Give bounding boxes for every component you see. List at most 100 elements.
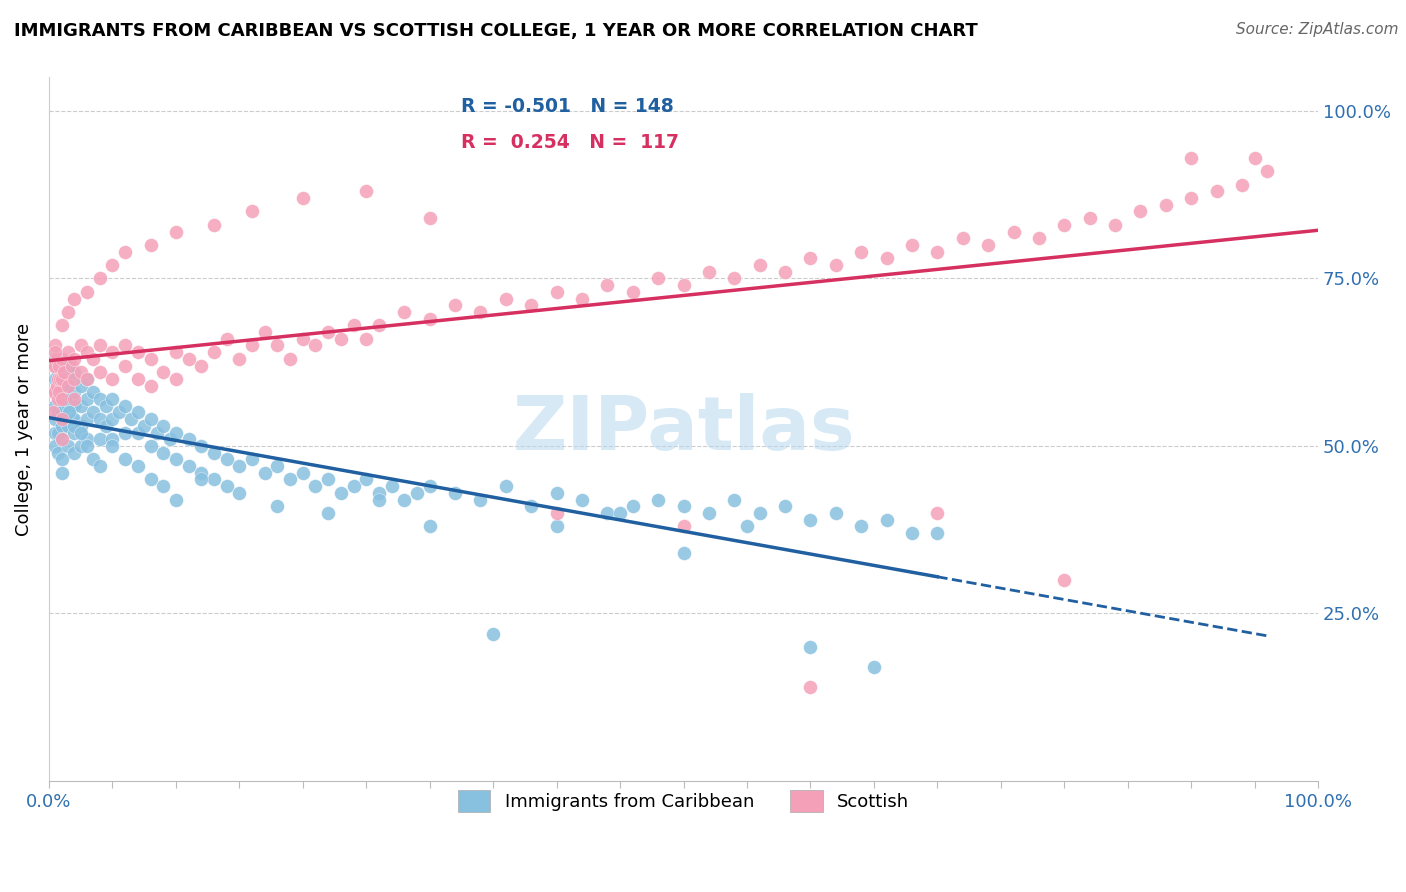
Point xyxy=(1256,164,1278,178)
Point xyxy=(672,500,695,514)
Point xyxy=(45,351,67,366)
Text: IMMIGRANTS FROM CARIBBEAN VS SCOTTISH COLLEGE, 1 YEAR OR MORE CORRELATION CHART: IMMIGRANTS FROM CARIBBEAN VS SCOTTISH CO… xyxy=(14,22,977,40)
Point xyxy=(1078,211,1101,226)
Point xyxy=(228,486,250,500)
Point xyxy=(94,399,117,413)
Point xyxy=(60,412,83,426)
Point xyxy=(876,252,898,266)
Point xyxy=(735,519,758,533)
Legend: Immigrants from Caribbean, Scottish: Immigrants from Caribbean, Scottish xyxy=(446,778,922,825)
Point xyxy=(381,479,404,493)
Point xyxy=(76,432,98,446)
Point xyxy=(89,392,111,406)
Point xyxy=(266,500,288,514)
Point xyxy=(58,405,80,419)
Point xyxy=(69,399,91,413)
Point xyxy=(51,378,73,392)
Point xyxy=(76,372,98,386)
Point xyxy=(240,452,263,467)
Point xyxy=(101,392,124,406)
Point xyxy=(1028,231,1050,245)
Point xyxy=(44,399,66,413)
Point xyxy=(863,660,886,674)
Point xyxy=(51,405,73,419)
Point xyxy=(101,412,124,426)
Point xyxy=(76,412,98,426)
Point xyxy=(46,425,69,440)
Point xyxy=(291,466,314,480)
Point xyxy=(266,459,288,474)
Point xyxy=(101,258,124,272)
Point xyxy=(927,526,949,541)
Point xyxy=(89,459,111,474)
Point xyxy=(495,479,517,493)
Point xyxy=(60,392,83,406)
Point xyxy=(177,459,200,474)
Point xyxy=(356,332,378,346)
Point xyxy=(44,439,66,453)
Point xyxy=(44,425,66,440)
Point xyxy=(114,452,136,467)
Point xyxy=(60,372,83,386)
Point xyxy=(46,385,69,400)
Point xyxy=(101,439,124,453)
Point xyxy=(546,285,568,299)
Point xyxy=(45,378,67,392)
Point xyxy=(76,372,98,386)
Point xyxy=(56,399,79,413)
Point xyxy=(114,425,136,440)
Point xyxy=(51,359,73,373)
Point xyxy=(56,359,79,373)
Point xyxy=(546,519,568,533)
Point xyxy=(697,265,720,279)
Point xyxy=(748,258,770,272)
Point xyxy=(228,459,250,474)
Point xyxy=(56,345,79,359)
Point xyxy=(571,292,593,306)
Point xyxy=(51,432,73,446)
Point xyxy=(215,479,238,493)
Point xyxy=(89,432,111,446)
Point xyxy=(773,500,796,514)
Point xyxy=(139,473,162,487)
Point xyxy=(356,185,378,199)
Point xyxy=(470,305,492,319)
Point xyxy=(48,359,70,373)
Point xyxy=(51,452,73,467)
Point xyxy=(190,466,212,480)
Point xyxy=(139,238,162,252)
Point xyxy=(672,546,695,560)
Point xyxy=(444,486,467,500)
Point xyxy=(1129,204,1152,219)
Point xyxy=(134,418,156,433)
Point xyxy=(56,418,79,433)
Point xyxy=(876,513,898,527)
Point xyxy=(69,418,91,433)
Point xyxy=(53,399,76,413)
Point xyxy=(419,211,441,226)
Point xyxy=(278,473,301,487)
Point xyxy=(799,640,821,654)
Point xyxy=(190,439,212,453)
Point xyxy=(202,345,225,359)
Point xyxy=(56,378,79,392)
Point xyxy=(46,405,69,419)
Point xyxy=(190,359,212,373)
Point xyxy=(63,425,86,440)
Point xyxy=(114,399,136,413)
Point xyxy=(49,372,72,386)
Point xyxy=(723,492,745,507)
Point xyxy=(329,332,352,346)
Point xyxy=(356,473,378,487)
Point xyxy=(42,385,65,400)
Point xyxy=(520,500,543,514)
Point xyxy=(927,244,949,259)
Text: R = -0.501   N = 148: R = -0.501 N = 148 xyxy=(461,97,675,117)
Point xyxy=(44,351,66,366)
Point xyxy=(46,365,69,379)
Point xyxy=(621,500,644,514)
Point xyxy=(278,351,301,366)
Text: ZIPatlas: ZIPatlas xyxy=(512,392,855,466)
Point xyxy=(1205,185,1227,199)
Point xyxy=(82,351,104,366)
